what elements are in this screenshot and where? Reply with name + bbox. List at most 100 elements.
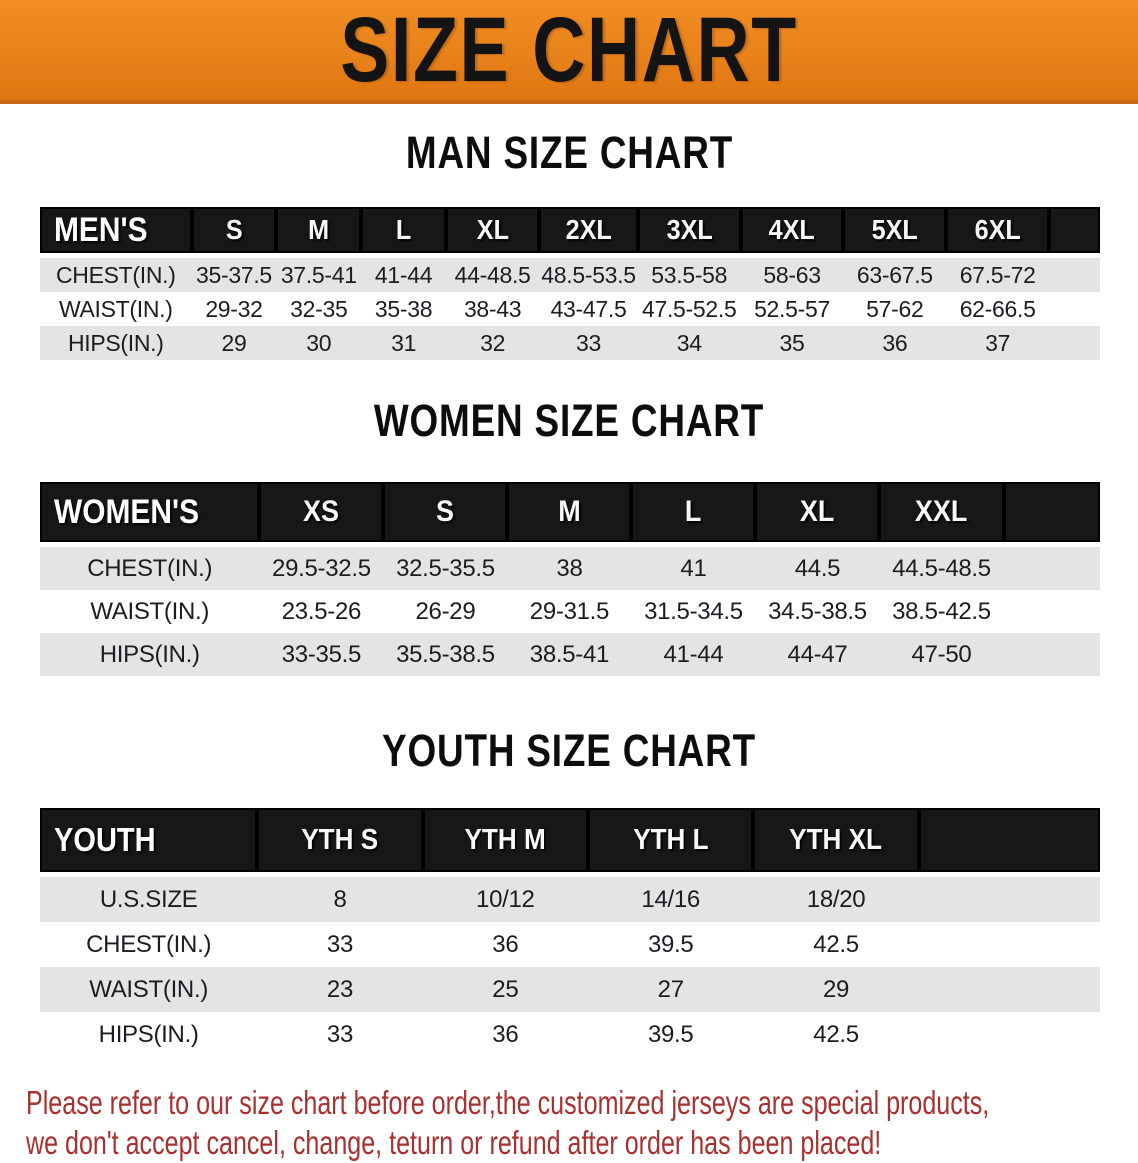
measurement-value: 43-47.5 — [539, 292, 638, 326]
measurement-value: 36 — [422, 922, 589, 967]
measurement-value: 23.5-26 — [259, 590, 384, 633]
measurement-value: 29 — [191, 326, 277, 360]
measurement-value: 35-38 — [361, 292, 446, 326]
size-header-cell: YTH M — [422, 808, 589, 877]
measurement-value: 42.5 — [753, 922, 919, 967]
measurement-value: 27 — [588, 967, 754, 1012]
measurement-value: 34 — [637, 326, 741, 360]
measurement-value: 44-47 — [755, 633, 880, 676]
size-header-cell: M — [276, 207, 362, 258]
measurement-value: 8 — [257, 874, 423, 922]
spacer-cell — [1003, 590, 1100, 633]
youth-header-row: YOUTH YTH S YTH M YTH L YTH XL — [40, 808, 1100, 877]
measurement-value: 38 — [507, 544, 632, 590]
size-header-cell: S — [191, 207, 277, 258]
size-header-cell: 6XL — [946, 207, 1050, 258]
measurement-value: 29-31.5 — [507, 590, 632, 633]
measurement-value: 26-29 — [383, 590, 508, 633]
measurement-value: 42.5 — [753, 1012, 919, 1057]
size-chart-banner: SIZE CHART — [0, 0, 1138, 104]
disclaimer: Please refer to our size chart before or… — [26, 1083, 1138, 1163]
measurement-value: 33 — [539, 326, 638, 360]
measurement-label: CHEST(IN.) — [40, 544, 260, 590]
measurement-label: HIPS(IN.) — [40, 326, 192, 360]
men-group-label: MEN'S — [54, 210, 148, 249]
youth-heading-text: YOUTH SIZE CHART — [382, 725, 756, 776]
size-header-cell: XXL — [879, 482, 1004, 547]
measurement-value: 41 — [631, 544, 756, 590]
size-header-cell: L — [361, 207, 446, 258]
spacer-cell — [918, 874, 1100, 922]
measurement-value: 38.5-42.5 — [879, 590, 1004, 633]
measurement-value: 44.5-48.5 — [879, 544, 1004, 590]
table-row-hips: HIPS(IN.) 29 30 31 32 33 34 35 36 37 — [40, 326, 1100, 360]
measurement-value: 32.5-35.5 — [383, 544, 508, 590]
women-section-heading: WOMEN SIZE CHART — [0, 398, 1138, 455]
measurement-value: 63-67.5 — [843, 255, 947, 292]
table-row-ussize: U.S.SIZE 8 10/12 14/16 18/20 — [40, 874, 1100, 922]
spacer-cell — [918, 922, 1100, 967]
table-row-waist: WAIST(IN.) 23 25 27 29 — [40, 967, 1100, 1012]
women-header-row: WOMEN'S XS S M L XL XXL — [40, 482, 1100, 547]
measurement-value: 33 — [257, 1012, 423, 1057]
measurement-value: 36 — [843, 326, 947, 360]
size-header-cell: YTH S — [257, 808, 423, 877]
measurement-value: 35-37.5 — [191, 255, 277, 292]
measurement-value: 29-32 — [191, 292, 277, 326]
measurement-value: 31.5-34.5 — [631, 590, 756, 633]
measurement-value: 29 — [753, 967, 919, 1012]
men-section-heading: MAN SIZE CHART — [0, 130, 1138, 187]
measurement-label: WAIST(IN.) — [40, 967, 258, 1012]
measurement-label: HIPS(IN.) — [40, 633, 260, 676]
spacer-cell — [1003, 482, 1100, 547]
measurement-value: 33 — [257, 922, 423, 967]
measurement-value: 53.5-58 — [637, 255, 741, 292]
measurement-value: 32 — [445, 326, 540, 360]
measurement-value: 23 — [257, 967, 423, 1012]
measurement-value: 67.5-72 — [946, 255, 1050, 292]
women-size-table: WOMEN'S XS S M L XL XXL CHEST(IN.) 29.5-… — [40, 482, 1100, 676]
size-header-cell: XL — [445, 207, 540, 258]
measurement-value: 38.5-41 — [507, 633, 632, 676]
measurement-value: 36 — [422, 1012, 589, 1057]
measurement-value: 35 — [740, 326, 844, 360]
table-row-hips: HIPS(IN.) 33-35.5 35.5-38.5 38.5-41 41-4… — [40, 633, 1100, 676]
size-header-cell: XS — [259, 482, 384, 547]
women-group-label: WOMEN'S — [54, 492, 200, 531]
measurement-value: 14/16 — [588, 874, 754, 922]
table-row-chest: CHEST(IN.) 33 36 39.5 42.5 — [40, 922, 1100, 967]
youth-section-heading: YOUTH SIZE CHART — [0, 728, 1138, 785]
measurement-value: 37 — [946, 326, 1050, 360]
measurement-value: 44.5 — [755, 544, 880, 590]
measurement-value: 52.5-57 — [740, 292, 844, 326]
spacer-cell — [1049, 292, 1100, 326]
disclaimer-line-1: Please refer to our size chart before or… — [26, 1084, 990, 1121]
measurement-value: 41-44 — [631, 633, 756, 676]
spacer-cell — [918, 1012, 1100, 1057]
size-header-cell: 4XL — [740, 207, 844, 258]
measurement-value: 31 — [361, 326, 446, 360]
men-heading-text: MAN SIZE CHART — [405, 127, 733, 178]
size-header-cell: 2XL — [539, 207, 638, 258]
spacer-cell — [918, 967, 1100, 1012]
table-row-hips: HIPS(IN.) 33 36 39.5 42.5 — [40, 1012, 1100, 1057]
measurement-value: 10/12 — [422, 874, 589, 922]
measurement-label: CHEST(IN.) — [40, 255, 192, 292]
size-header-cell: YTH XL — [753, 808, 919, 877]
measurement-value: 41-44 — [361, 255, 446, 292]
men-header-row: MEN'S S M L XL 2XL 3XL 4XL 5XL 6XL — [40, 207, 1100, 258]
table-row-chest: CHEST(IN.) 29.5-32.5 32.5-35.5 38 41 44.… — [40, 544, 1100, 590]
disclaimer-line-2: we don't accept cancel, change, teturn o… — [26, 1124, 882, 1161]
measurement-label: WAIST(IN.) — [40, 590, 260, 633]
measurement-value: 58-63 — [740, 255, 844, 292]
measurement-label: HIPS(IN.) — [40, 1012, 258, 1057]
table-row-waist: WAIST(IN.) 29-32 32-35 35-38 38-43 43-47… — [40, 292, 1100, 326]
size-header-cell: YTH L — [588, 808, 754, 877]
measurement-value: 35.5-38.5 — [383, 633, 508, 676]
measurement-value: 30 — [276, 326, 362, 360]
spacer-cell — [1049, 255, 1100, 292]
size-header-cell: S — [383, 482, 508, 547]
measurement-value: 47-50 — [879, 633, 1004, 676]
measurement-value: 57-62 — [843, 292, 947, 326]
measurement-value: 62-66.5 — [946, 292, 1050, 326]
